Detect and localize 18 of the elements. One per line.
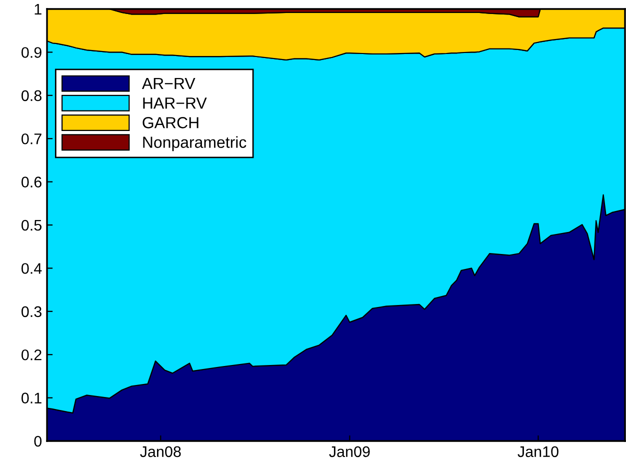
y-tick-label: 1 [34, 4, 42, 15]
legend-label: GARCH [142, 117, 198, 128]
y-tick-label: 0.4 [22, 263, 42, 274]
y-tick-label: 0.3 [22, 306, 42, 318]
x-tick-label: Jan10 [518, 446, 558, 458]
y-tick-label: 0.9 [22, 47, 42, 58]
legend-label: AR−RV [142, 78, 196, 89]
y-tick-label: 0.5 [22, 220, 42, 231]
y-tick-label: 0.1 [22, 392, 42, 404]
legend-label: Nonparametric [143, 136, 246, 152]
x-tick-label: Jan09 [329, 446, 370, 458]
y-tick-label: 0.2 [22, 349, 42, 360]
legend-label: HAR−RV [143, 98, 207, 109]
y-tick-label: 0.6 [22, 176, 42, 188]
x-tick-label: Jan08 [140, 446, 181, 458]
y-tick-label: 0 [34, 436, 42, 447]
y-tick-label: 0.8 [22, 90, 42, 102]
y-tick-label: 0.7 [22, 133, 42, 144]
